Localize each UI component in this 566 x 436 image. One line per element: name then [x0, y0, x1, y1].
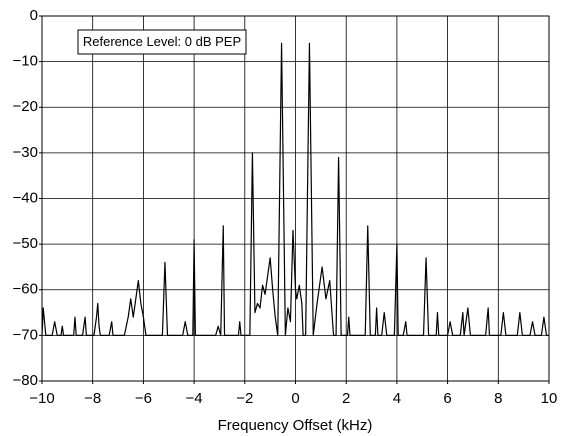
- y-tick-label: −50: [13, 235, 38, 252]
- x-axis-label: Frequency Offset (kHz): [218, 417, 373, 434]
- x-tick-label: 4: [393, 390, 401, 407]
- y-tick-label: −20: [13, 98, 38, 115]
- x-tick-label: 6: [443, 390, 451, 407]
- x-tick-label: −8: [84, 390, 101, 407]
- y-tick-label: −10: [13, 53, 38, 70]
- x-tick-label: 8: [494, 390, 502, 407]
- y-tick-label: −30: [13, 144, 38, 161]
- y-tick-label: −80: [13, 372, 38, 389]
- x-tick-label: 10: [541, 390, 558, 407]
- annotation: Reference Level: 0 dB PEP: [83, 34, 241, 49]
- x-tick-label: 0: [291, 390, 299, 407]
- x-tick-label: −4: [186, 390, 203, 407]
- y-tick-label: −40: [13, 189, 38, 206]
- x-tick-label: −6: [135, 390, 152, 407]
- x-tick-label: −2: [236, 390, 253, 407]
- spectrum-line: [41, 42, 549, 336]
- y-tick-label: −70: [13, 326, 38, 343]
- grid: [41, 15, 550, 382]
- x-tick-label: 2: [342, 390, 350, 407]
- y-tick-label: 0: [30, 7, 38, 24]
- annotation-box: [77, 29, 247, 55]
- y-tick-label: −60: [13, 281, 38, 298]
- x-tick-label: −10: [29, 390, 54, 407]
